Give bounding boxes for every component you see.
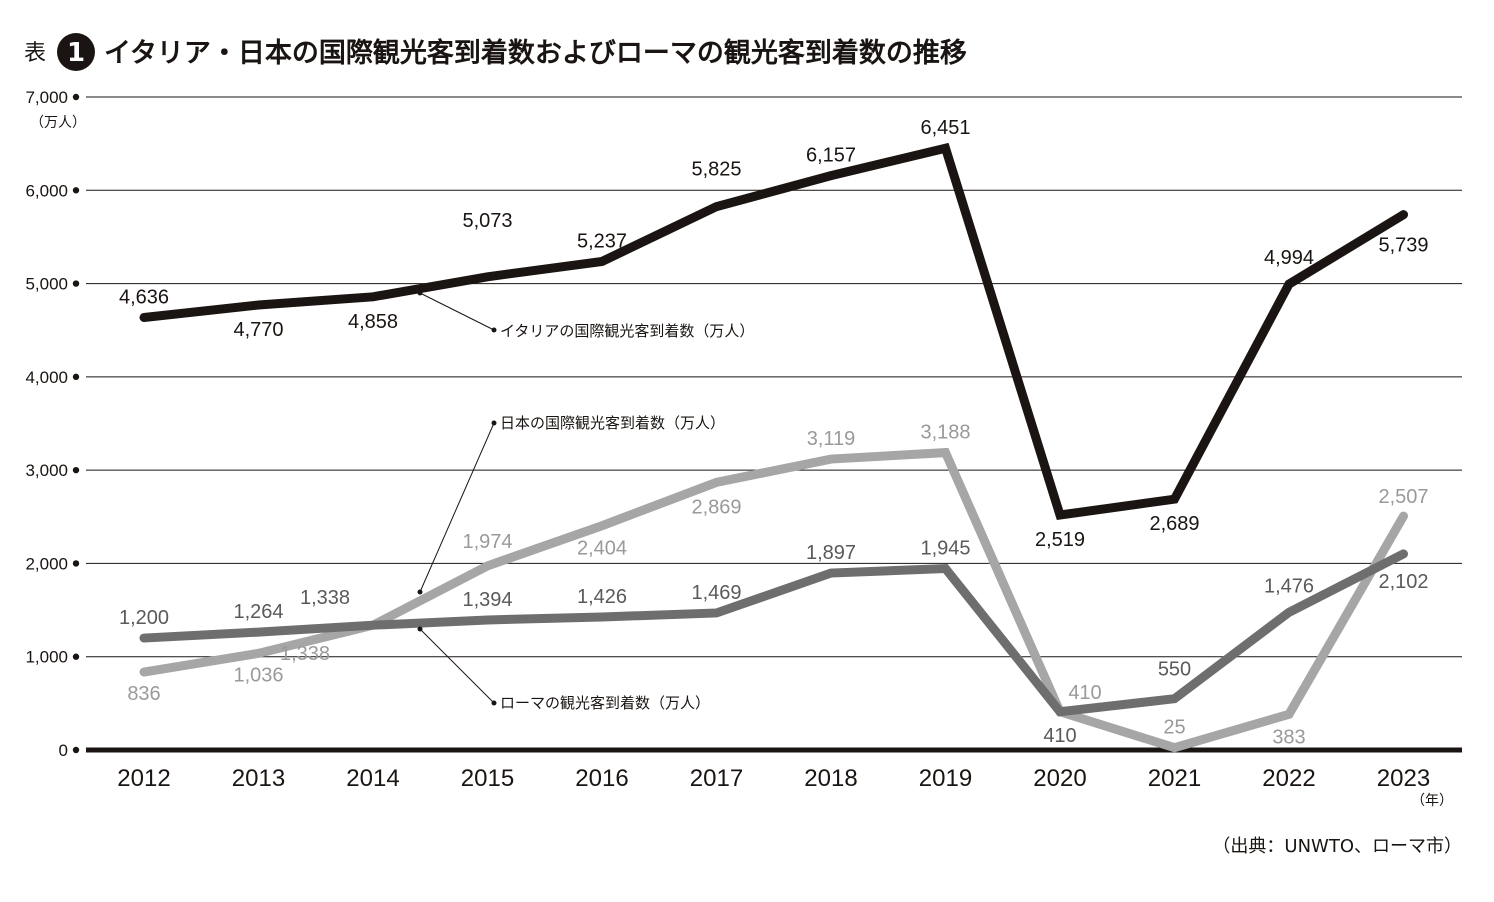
data-label-rome: 2,102	[1378, 571, 1428, 593]
data-label-rome: 1,945	[920, 538, 970, 560]
data-label-rome: 1,469	[691, 582, 741, 604]
y-tick-dot	[72, 466, 80, 474]
callout-dot-italy-end	[491, 327, 497, 333]
x-axis-unit: （年）	[1411, 793, 1453, 809]
y-tick-label: 7,000	[25, 88, 68, 107]
data-label-italy: 6,451	[920, 117, 970, 139]
y-axis: 0 1,000 2,000 3,000 4,000 5,000 6,000 7,000	[25, 88, 80, 760]
data-label-japan: 2,507	[1378, 486, 1428, 508]
data-label-japan: 836	[127, 683, 160, 705]
y-tick-dot	[72, 560, 80, 567]
y-tick-dot	[72, 746, 80, 754]
y-tick-label: 3,000	[25, 461, 68, 480]
x-tick-label: 2021	[1148, 765, 1201, 792]
y-tick-dot	[72, 93, 80, 101]
data-label-italy: 5,237	[577, 230, 627, 252]
data-label-italy: 4,770	[233, 319, 283, 341]
gridlines	[86, 96, 1462, 753]
x-axis: 2012 2013 2014 2015 2016 2017 2018 2019 2020 2021…	[117, 765, 1430, 792]
callout-line-rome	[419, 628, 495, 704]
y-tick-dot	[72, 187, 80, 194]
data-label-italy: 5,739	[1378, 235, 1428, 257]
x-tick-label: 2012	[117, 765, 170, 792]
data-label-italy: 5,073	[462, 210, 512, 232]
callout-line-italy	[419, 292, 495, 331]
data-label-italy: 5,825	[691, 159, 741, 181]
callout-dot-japan	[417, 589, 423, 595]
data-label-japan: 2,404	[577, 538, 627, 560]
series-line-italy	[139, 142, 1408, 520]
y-tick-label: 1,000	[25, 648, 68, 667]
legend-label-italy: イタリアの国際観光客到着数（万人）	[500, 322, 754, 340]
callout-dot-italy	[417, 290, 423, 296]
data-label-japan: 383	[1272, 726, 1305, 748]
data-label-japan: 1,036	[233, 664, 283, 686]
chart-title: イタリア・日本の国際観光客到着数およびローマの観光客到着数の推移	[104, 37, 967, 69]
legend-label-rome: ローマの観光客到着数（万人）	[500, 694, 710, 712]
data-label-rome: 1,338	[300, 587, 350, 609]
callout-line-japan	[419, 422, 495, 593]
x-tick-label: 2015	[461, 765, 514, 792]
y-tick-label: 4,000	[25, 368, 68, 387]
y-tick-label: 5,000	[25, 275, 68, 294]
x-tick-label: 2020	[1033, 765, 1086, 792]
data-label-japan: 25	[1163, 717, 1185, 739]
y-tick-dot	[72, 280, 80, 287]
y-tick-label: 0	[59, 741, 68, 760]
legend-label-japan: 日本の国際観光客到着数（万人）	[500, 414, 725, 432]
data-label-italy: 4,636	[119, 287, 169, 309]
x-tick-label: 2022	[1262, 765, 1315, 792]
data-label-japan: 410	[1068, 682, 1101, 704]
data-labels: 4,636 4,770 4,858 5,073 5,237 5,825 6,157 6,451…	[119, 117, 1429, 748]
x-tick-label: 2017	[690, 765, 743, 792]
callout-dot-rome	[417, 626, 423, 632]
data-label-rome: 1,426	[577, 586, 627, 608]
x-tick-label: 2018	[804, 765, 857, 792]
data-label-italy: 4,858	[348, 311, 398, 333]
data-label-rome: 1,897	[806, 542, 856, 564]
series-lines	[139, 142, 1408, 753]
data-label-japan: 2,869	[691, 496, 741, 518]
y-tick-dot	[72, 653, 80, 660]
x-tick-label: 2013	[232, 765, 285, 792]
source-note: （出典：UNWTO、ローマ市）	[1212, 836, 1462, 857]
data-label-rome: 1,476	[1264, 575, 1314, 597]
data-label-rome: 1,200	[119, 607, 169, 629]
y-axis-unit: （万人）	[30, 115, 86, 131]
data-label-rome: 550	[1158, 659, 1191, 681]
table-label: 表	[24, 41, 46, 66]
series-line-rome	[139, 549, 1408, 717]
table-number: 1	[67, 38, 85, 68]
x-tick-label: 2014	[346, 765, 399, 792]
callout-dot-rome-end	[491, 700, 497, 706]
x-tick-label: 2023	[1377, 765, 1430, 792]
data-label-japan: 1,338	[280, 643, 330, 665]
y-tick-label: 2,000	[25, 554, 68, 573]
y-tick-dot	[72, 373, 80, 381]
x-tick-label: 2016	[575, 765, 628, 792]
data-label-rome: 1,394	[462, 589, 512, 611]
x-tick-label: 2019	[919, 765, 972, 792]
data-label-japan: 1,974	[462, 531, 512, 553]
data-label-italy: 6,157	[806, 145, 856, 167]
table-number-badge	[57, 33, 95, 71]
data-label-italy: 2,689	[1149, 513, 1199, 535]
data-label-italy: 4,994	[1264, 247, 1314, 269]
y-tick-label: 6,000	[25, 181, 68, 200]
data-label-rome: 410	[1043, 725, 1076, 747]
data-label-japan: 3,188	[920, 422, 970, 444]
data-label-italy: 2,519	[1035, 529, 1085, 551]
data-label-rome: 1,264	[233, 601, 283, 623]
callout-dot-japan-end	[491, 420, 497, 426]
legend-callouts: イタリアの国際観光客到着数（万人） 日本の国際観光客到着数（万人） ローマの観光…	[417, 290, 754, 712]
chart-header: 表 1 イタリア・日本の国際観光客到着数およびローマの観光客到着数の推移	[24, 33, 967, 71]
data-label-japan: 3,119	[807, 428, 856, 450]
